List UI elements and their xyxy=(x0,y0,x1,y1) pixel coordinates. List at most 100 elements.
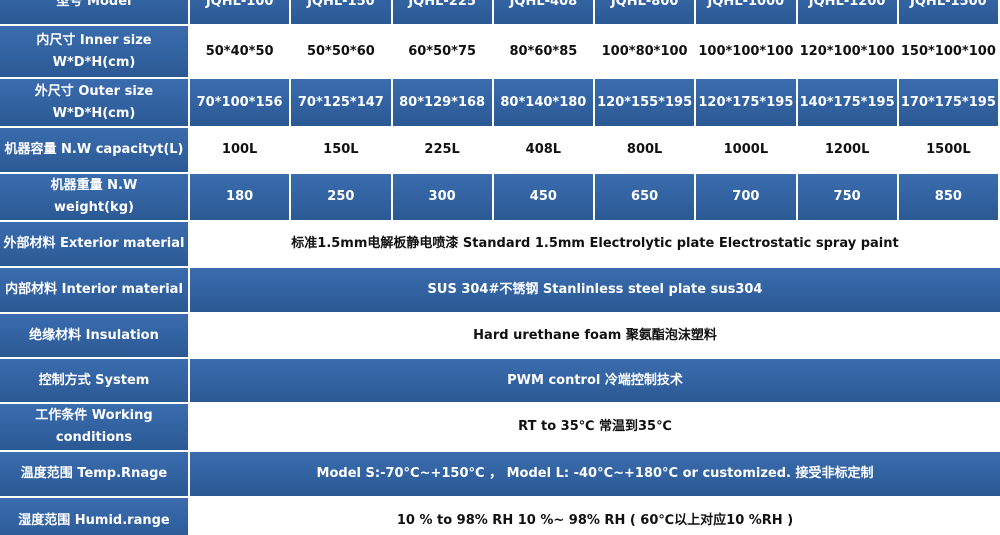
cell-text: 外尺寸 Outer size xyxy=(34,83,154,99)
cell-text: 1500L xyxy=(926,142,971,157)
header-label: 型号 Model xyxy=(0,0,188,24)
cell-text: 内尺寸 Inner size xyxy=(36,32,152,48)
data-cell: 100*100*100 xyxy=(696,26,796,77)
data-cell: 80*140*180 xyxy=(493,79,593,126)
cell-text: W*D*H(cm) xyxy=(52,105,136,121)
cell-text: 140*175*195 xyxy=(799,94,895,110)
row-label: 内尺寸 Inner size W*D*H(cm) xyxy=(0,26,188,77)
data-cell: 850 xyxy=(898,174,998,220)
cell-text: 450 xyxy=(529,189,557,204)
cell-text: 750 xyxy=(833,189,861,204)
data-cell: 180 xyxy=(190,174,290,220)
cell-text: 机器重量 N.W xyxy=(50,178,138,193)
span-cell: PWM control 冷端控制技术 xyxy=(190,359,1000,402)
cell-text: Hard urethane foam 聚氨酯泡沫塑料 xyxy=(473,327,717,343)
cell-text: 控制方式 System xyxy=(38,372,150,388)
row-label: 温度范围 Temp.Rnage xyxy=(0,452,188,496)
data-cell: 1000L xyxy=(696,128,796,172)
cell-text: JQHL-150 xyxy=(307,0,375,9)
data-cell: 1200L xyxy=(797,128,897,172)
span-cell: RT to 35℃ 常温到35℃ xyxy=(190,404,1000,450)
cell-text: 10 % to 98% RH 10 %~ 98% RH ( 60℃以上对应10 … xyxy=(396,512,794,528)
header-cell: JQHL-800 xyxy=(595,0,695,24)
cell-text: JQHL-1000 xyxy=(707,0,785,9)
data-cell: 650 xyxy=(595,174,695,220)
data-cell: 120*175*195 xyxy=(696,79,796,126)
span-cell: Model S:-70°C~+150°C ， Model L: -40°C~+1… xyxy=(190,452,1000,496)
data-cell: 300 xyxy=(392,174,492,220)
row-label: 机器重量 N.W weight(kg) xyxy=(0,174,188,220)
header-cell: JQHL-225 xyxy=(392,0,492,24)
header-cell: JQHL-1000 xyxy=(696,0,796,24)
cell-text: 120*100*100 xyxy=(799,43,895,59)
data-cell: 60*50*75 xyxy=(392,26,492,77)
cell-text: 100*80*100 xyxy=(601,43,688,59)
row-label: 湿度范围 Humid.range xyxy=(0,498,188,535)
cell-text: 225L xyxy=(424,142,460,157)
row-label: 内部材料 Interior material xyxy=(0,268,188,312)
row-label: 控制方式 System xyxy=(0,359,188,402)
data-cell: 750 xyxy=(797,174,897,220)
cell-text: 120*155*195 xyxy=(597,94,693,110)
data-cell: 150*100*100 xyxy=(898,26,998,77)
cell-text: 工作条件 Working xyxy=(35,408,153,423)
cell-text: 800L xyxy=(626,142,663,157)
cell-text: 内部材料 Interior material xyxy=(5,282,183,297)
data-cell: 700 xyxy=(696,174,796,220)
cell-text: 标准1.5mm电解板静电喷漆 Standard 1.5mm Electrolyt… xyxy=(291,236,899,251)
cell-text: JQHL-225 xyxy=(408,0,476,9)
row-label: 外尺寸 Outer size W*D*H(cm) xyxy=(0,79,188,126)
row-label: 工作条件 Working conditions xyxy=(0,404,188,450)
cell-text: RT to 35℃ 常温到35℃ xyxy=(518,419,672,434)
cell-text: 1200L xyxy=(824,142,870,157)
row-label: 外部材料 Exterior material xyxy=(0,222,188,266)
span-cell: 10 % to 98% RH 10 %~ 98% RH ( 60℃以上对应10 … xyxy=(190,498,1000,535)
cell-text: PWM control 冷端控制技术 xyxy=(507,372,683,388)
span-cell: SUS 304#不锈钢 Stanlinless steel plate sus3… xyxy=(190,268,1000,312)
cell-text: JQHL-1200 xyxy=(808,0,886,9)
cell-text: weight(kg) xyxy=(54,200,134,215)
data-cell: 100L xyxy=(190,128,290,172)
cell-text: 绝缘材料 Insulation xyxy=(29,327,159,343)
data-cell: 408L xyxy=(493,128,593,172)
cell-text: 70*125*147 xyxy=(297,94,384,110)
cell-text: W*D*H(cm) xyxy=(52,54,136,70)
data-cell: 800L xyxy=(595,128,695,172)
cell-text: 850 xyxy=(934,189,962,204)
cell-text: 60*50*75 xyxy=(408,43,477,59)
cell-text: 50*50*60 xyxy=(306,43,375,59)
cell-text: 180 xyxy=(226,189,254,204)
data-cell: 50*40*50 xyxy=(190,26,290,77)
cell-text: 70*100*156 xyxy=(196,94,283,110)
cell-text: JQHL-1500 xyxy=(910,0,987,9)
data-cell: 70*100*156 xyxy=(190,79,290,126)
data-cell: 80*60*85 xyxy=(493,26,593,77)
cell-text: JQHL-100 xyxy=(205,0,274,9)
row-label: 绝缘材料 Insulation xyxy=(0,314,188,357)
cell-text: conditions xyxy=(55,430,133,445)
data-cell: 100*80*100 xyxy=(595,26,695,77)
cell-text: Model S:-70°C~+150°C ， Model L: -40°C~+1… xyxy=(316,466,874,481)
data-cell: 150L xyxy=(291,128,391,172)
cell-text: JQHL-408 xyxy=(509,0,578,9)
data-cell: 250 xyxy=(291,174,391,220)
cell-text: 1000L xyxy=(723,142,769,157)
span-cell: Hard urethane foam 聚氨酯泡沫塑料 xyxy=(190,314,1000,357)
data-cell: 140*175*195 xyxy=(797,79,897,126)
data-cell: 1500L xyxy=(898,128,998,172)
data-cell: 450 xyxy=(493,174,593,220)
cell-text: JQHL-800 xyxy=(610,0,679,9)
cell-text: 80*129*168 xyxy=(399,94,486,110)
data-cell: 80*129*168 xyxy=(392,79,492,126)
data-cell: 50*50*60 xyxy=(291,26,391,77)
cell-text: 150L xyxy=(323,142,359,157)
header-cell: JQHL-1200 xyxy=(797,0,897,24)
cell-text: 650 xyxy=(631,189,659,204)
cell-text: 170*175*195 xyxy=(900,94,996,110)
cell-text: 80*140*180 xyxy=(500,94,587,110)
cell-text: 100*100*100 xyxy=(698,43,794,59)
cell-text: 300 xyxy=(428,189,456,204)
cell-text: 机器容量 N.W capacityt(L) xyxy=(4,142,184,157)
data-cell: 70*125*147 xyxy=(291,79,391,126)
